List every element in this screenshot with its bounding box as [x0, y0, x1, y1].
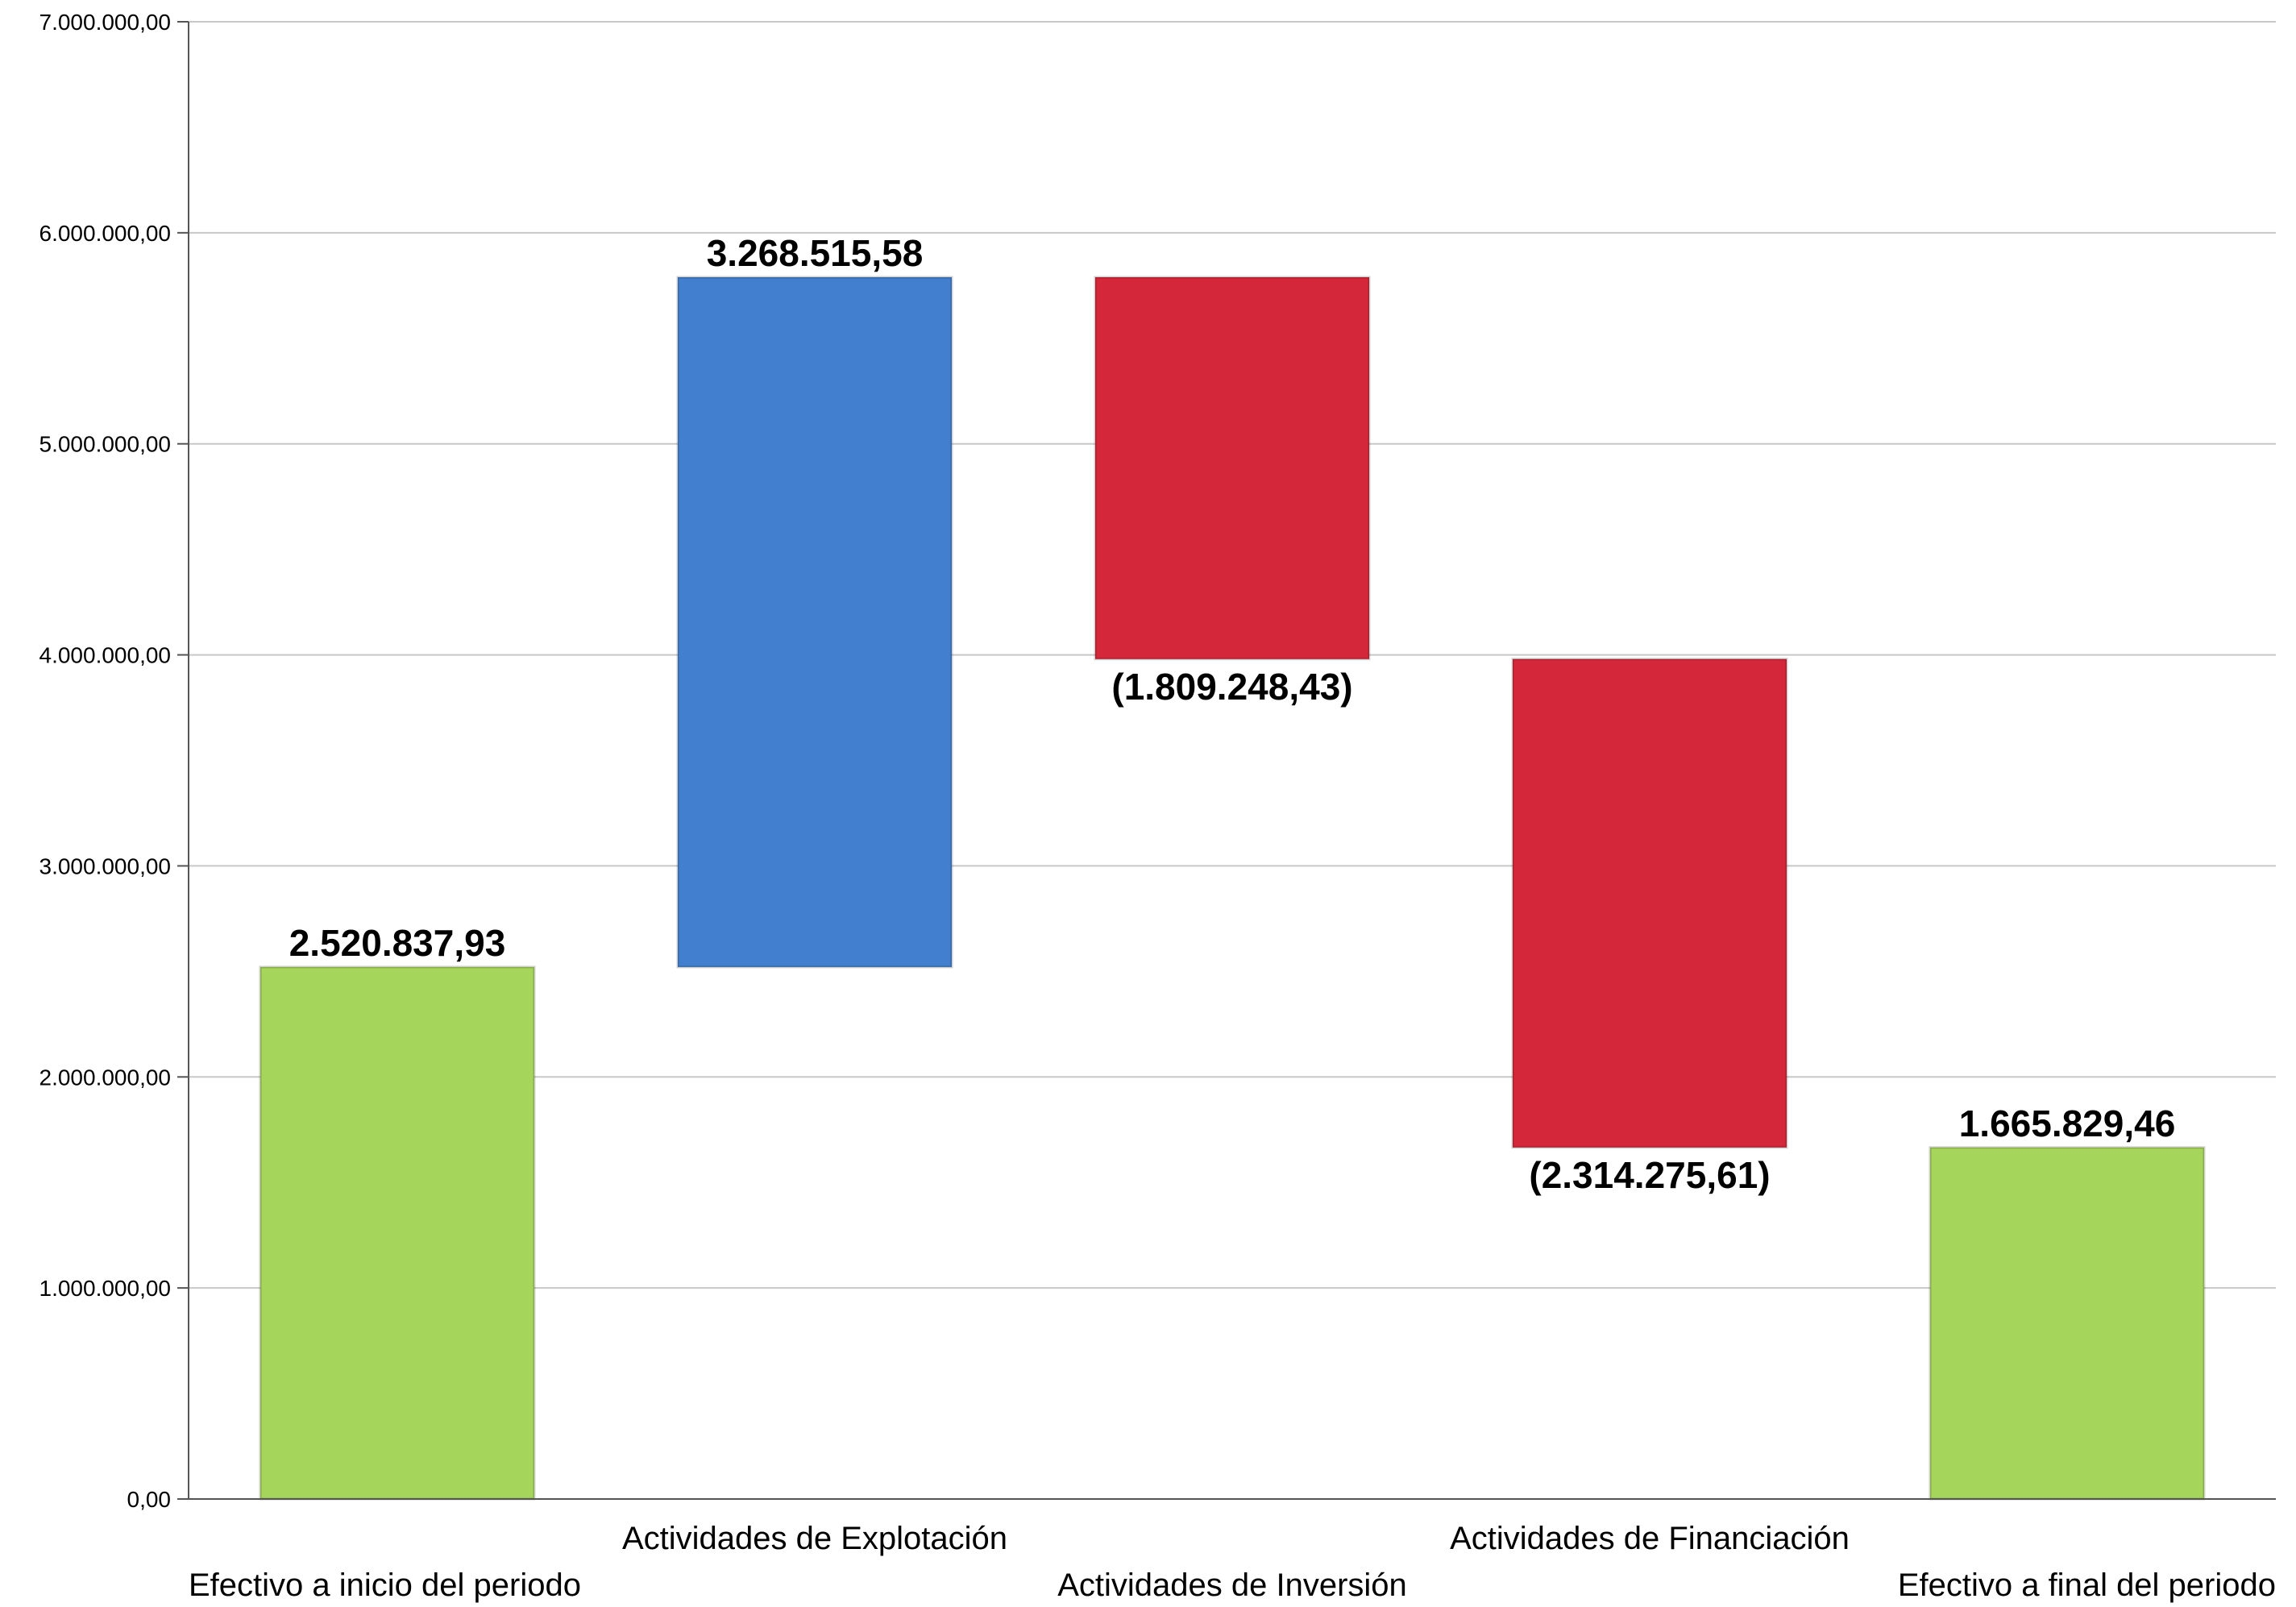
x-category-label: Actividades de Inversión [1057, 1568, 1407, 1603]
y-axis-tick-labels: 0,00 1.000.000,00 2.000.000,00 3.000.000,00… [39, 10, 172, 1512]
x-category-label: Actividades de Explotación [622, 1521, 1007, 1556]
x-axis-category-labels: Efectivo a inicio del periodo Actividades… [189, 1521, 2276, 1603]
y-tick-label: 4.000.000,00 [39, 643, 172, 668]
data-label: 2.520.837,93 [289, 922, 506, 964]
y-tick-label: 7.000.000,00 [39, 10, 172, 35]
gridlines [177, 21, 2276, 1500]
x-category-label: Actividades de Financiación [1450, 1521, 1850, 1556]
data-label: (1.809.248,43) [1111, 666, 1352, 708]
y-tick-label: 2.000.000,00 [39, 1065, 172, 1090]
bar-total [259, 965, 536, 1501]
data-label: 1.665.829,46 [1959, 1102, 2176, 1144]
data-labels: 2.520.837,93 3.268.515,58 (1.809.248,43) (2… [289, 232, 2176, 1196]
bar-decrease [1094, 276, 1371, 661]
y-tick-label: 3.000.000,00 [39, 853, 172, 878]
bar-total [1929, 1146, 2206, 1501]
x-category-label: Efectivo a final del periodo [1898, 1568, 2276, 1603]
bar-decrease [1511, 658, 1788, 1149]
data-label: 3.268.515,58 [707, 232, 924, 274]
data-label: (2.314.275,61) [1529, 1154, 1770, 1196]
y-tick-label: 0,00 [127, 1487, 172, 1512]
y-tick-label: 1.000.000,00 [39, 1276, 172, 1301]
y-tick-label: 6.000.000,00 [39, 221, 172, 246]
bar-increase [676, 276, 953, 969]
y-tick-label: 5.000.000,00 [39, 432, 172, 457]
x-category-label: Efectivo a inicio del periodo [189, 1568, 581, 1603]
bars [259, 276, 2206, 1501]
